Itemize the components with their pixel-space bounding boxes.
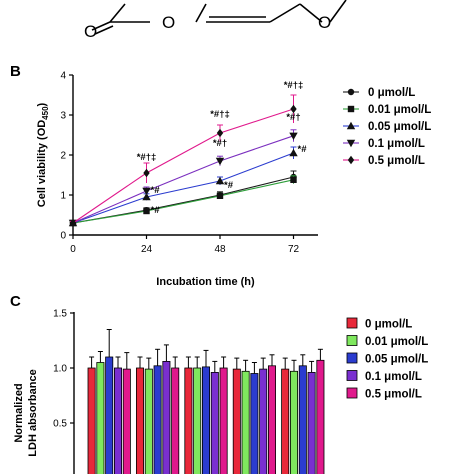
bar — [316, 359, 325, 474]
chart-cell-viability: 0 1 2 3 4 0 24 48 72 Incubation time (h) Cell viab… — [36, 71, 431, 289]
legend-label: 0.05 μmol/L — [365, 354, 428, 366]
bar — [122, 368, 131, 474]
bar — [87, 367, 96, 474]
y-tick-label: 1.0 — [53, 364, 67, 375]
carbonyl-oxygen-label: O — [84, 22, 97, 41]
significance-mark: *#† — [286, 112, 300, 123]
y-tick-label: 0 — [60, 231, 66, 242]
bar — [162, 360, 171, 474]
bar — [105, 356, 114, 474]
legend-marker — [347, 88, 355, 96]
legend-swatch — [346, 370, 358, 381]
data-point — [290, 176, 297, 183]
series-line — [72, 152, 294, 224]
legend-swatch — [346, 335, 358, 346]
legend-marker — [346, 121, 356, 130]
legend-label: 0.5 μmol/L — [365, 389, 422, 401]
chart-ldh-absorbance: 1.5 1.0 0.5 Normalized LDH absorbance 0 μmol/… — [13, 309, 428, 474]
y-tick-label: 1 — [60, 191, 66, 202]
significance-mark: *#†‡ — [137, 152, 157, 163]
bar — [241, 370, 250, 474]
bar — [289, 370, 298, 474]
y-axis-label: Cell viability (OD450) — [36, 102, 50, 207]
series-line — [72, 108, 294, 224]
panel-label-b: B — [10, 63, 21, 80]
bar — [114, 367, 123, 474]
x-tick-label: 0 — [70, 244, 76, 255]
ester-oxygen-label: O — [162, 13, 175, 32]
bar — [259, 368, 268, 474]
legend-label: 0.5 μmol/L — [368, 155, 425, 167]
y-tick-label: 3 — [60, 111, 66, 122]
data-point — [289, 148, 298, 157]
y-axis-label-line2: LDH absorbance — [27, 369, 39, 456]
legend-marker — [347, 105, 355, 113]
y-tick-label: 4 — [60, 71, 66, 82]
data-point — [143, 168, 150, 178]
bar — [135, 367, 144, 474]
bar — [267, 365, 276, 474]
bar — [298, 365, 307, 474]
significance-mark: *# — [298, 144, 308, 155]
legend-swatch — [346, 387, 358, 399]
data-point — [216, 128, 224, 138]
panel-label-c: C — [10, 293, 21, 310]
x-axis-label: Incubation time (h) — [156, 276, 255, 288]
y-tick-label: 2 — [60, 151, 66, 162]
legend-label: 0.05 μmol/L — [368, 121, 431, 133]
legend-label: 0 μmol/L — [365, 319, 412, 331]
significance-mark: *#†‡ — [210, 109, 230, 120]
data-point — [290, 104, 297, 114]
bar — [201, 366, 210, 474]
data-point — [289, 132, 298, 140]
y-axis-label-line1: Normalized — [13, 383, 25, 442]
bar — [144, 368, 153, 474]
data-point — [215, 176, 225, 185]
bar — [307, 371, 316, 474]
significance-mark: *#†‡ — [284, 80, 304, 91]
data-point — [216, 192, 224, 199]
data-point — [69, 218, 77, 228]
legend-label: 0 μmol/L — [368, 87, 415, 99]
ring-oxygen-label: O — [318, 13, 331, 32]
significance-mark: *# — [224, 180, 234, 191]
y-tick-label: 0.5 — [53, 419, 67, 430]
data-point — [215, 157, 225, 166]
x-tick-label: 24 — [141, 244, 153, 255]
significance-mark: *# — [151, 205, 161, 216]
legend-swatch — [346, 317, 358, 329]
bar — [184, 367, 193, 474]
legend-label: 0.1 μmol/L — [368, 138, 425, 150]
significance-mark: *# — [151, 185, 161, 196]
bar — [281, 368, 290, 474]
legend-label: 0.01 μmol/L — [368, 104, 431, 116]
bar — [171, 367, 180, 474]
legend-label: 0.1 μmol/L — [365, 371, 422, 383]
significance-mark: *#† — [213, 138, 227, 149]
series-line — [72, 179, 294, 224]
bar — [250, 373, 259, 474]
series-line — [72, 135, 294, 224]
x-tick-label: 72 — [288, 244, 300, 255]
bar — [232, 368, 241, 474]
bar — [210, 371, 219, 474]
legend-marker — [347, 155, 355, 165]
y-tick-label: 1.5 — [53, 309, 67, 320]
bar — [153, 365, 162, 474]
legend-swatch — [346, 352, 358, 364]
data-point — [142, 187, 151, 196]
chemical-structure — [91, 0, 347, 35]
data-point — [143, 207, 150, 215]
legend-label: 0.01 μmol/L — [365, 336, 428, 348]
legend-marker — [346, 139, 356, 148]
bar — [193, 367, 202, 474]
x-tick-label: 48 — [214, 244, 226, 255]
bar — [96, 362, 105, 474]
bar — [219, 367, 228, 474]
data-point — [142, 192, 151, 201]
